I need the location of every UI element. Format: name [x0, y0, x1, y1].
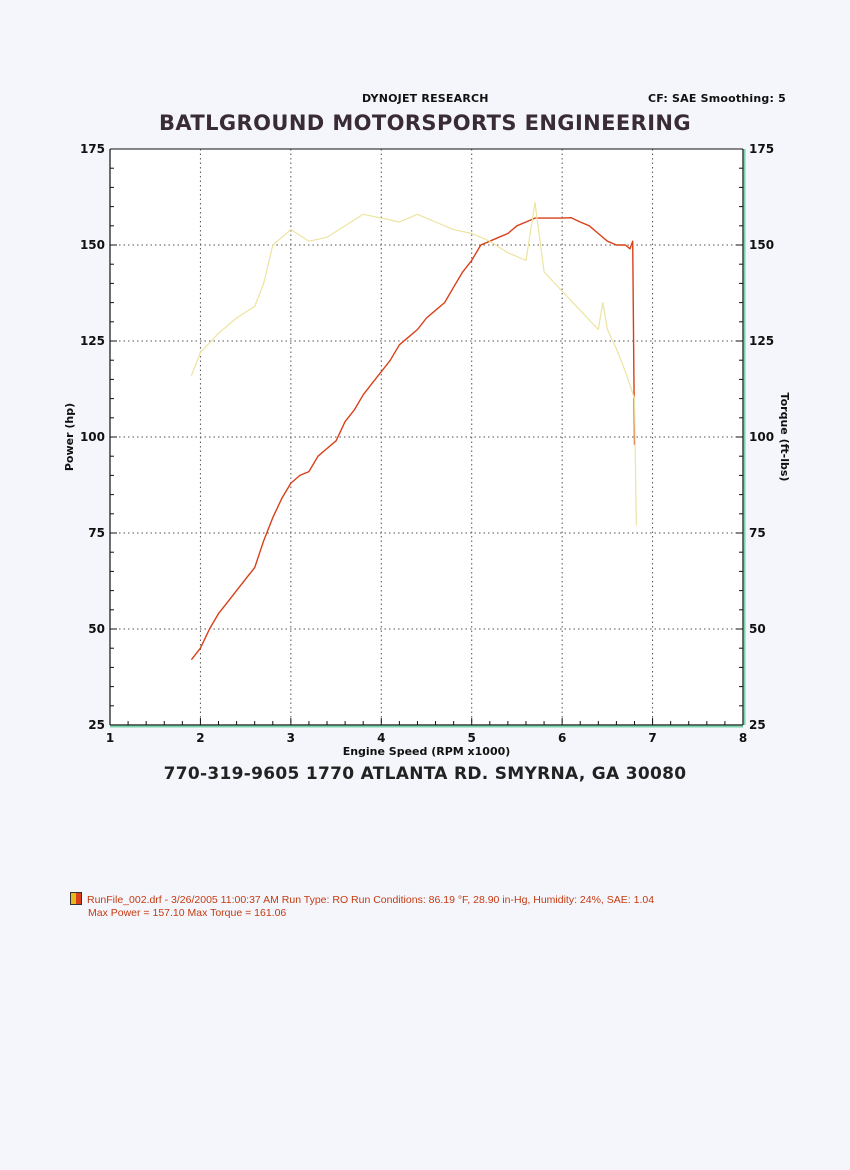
x-tick-label: 7 [648, 731, 656, 745]
y-right-axis-title: Torque (ft-lbs) [778, 393, 791, 482]
dyno-title: DYNOJET RESEARCH [362, 92, 489, 105]
y-right-tick-label: 50 [749, 622, 766, 636]
y-left-tick-label: 75 [88, 526, 105, 540]
y-left-tick-label: 150 [80, 238, 105, 252]
y-right-tick-label: 100 [749, 430, 774, 444]
y-left-tick-label: 100 [80, 430, 105, 444]
y-right-tick-label: 175 [749, 142, 774, 156]
x-tick-label: 3 [287, 731, 295, 745]
x-axis-title: Engine Speed (RPM x1000) [343, 745, 511, 758]
dyno-chart: 1 2 3 4 5 6 7 825507510012515017525507510012515… [63, 142, 791, 758]
y-left-tick-label: 125 [80, 334, 105, 348]
y-right-tick-label: 150 [749, 238, 774, 252]
x-tick-label: 1 [106, 731, 114, 745]
y-left-axis-title: Power (hp) [63, 403, 76, 471]
shop-name-title: BATLGROUND MOTORSPORTS ENGINEERING [158, 111, 692, 135]
y-left-tick-label: 25 [88, 718, 105, 732]
x-tick-label: 6 [558, 731, 566, 745]
x-tick-label: 5 [468, 731, 476, 745]
x-tick-label: 4 [377, 731, 385, 745]
x-tick-label: 8 [739, 731, 747, 745]
legend-max-values: Max Power = 157.10 Max Torque = 161.06 [88, 907, 287, 919]
legend-swatch-icon [70, 892, 82, 905]
series-line-torque [190, 201, 637, 526]
y-right-tick-label: 25 [749, 718, 766, 732]
y-left-tick-label: 50 [88, 622, 105, 636]
shop-address: 770-319-9605 1770 ATLANTA RD. SMYRNA, GA… [163, 764, 687, 784]
run-legend: RunFile_002.drf - 3/26/2005 11:00:37 AM … [70, 892, 654, 920]
series-line-power [190, 216, 636, 661]
y-right-tick-label: 75 [749, 526, 766, 540]
y-right-tick-label: 125 [749, 334, 774, 348]
cf-smoothing-info: CF: SAE Smoothing: 5 [648, 92, 786, 105]
x-tick-label: 2 [196, 731, 204, 745]
y-left-tick-label: 175 [80, 142, 105, 156]
legend-run-info: RunFile_002.drf - 3/26/2005 11:00:37 AM … [87, 894, 655, 906]
